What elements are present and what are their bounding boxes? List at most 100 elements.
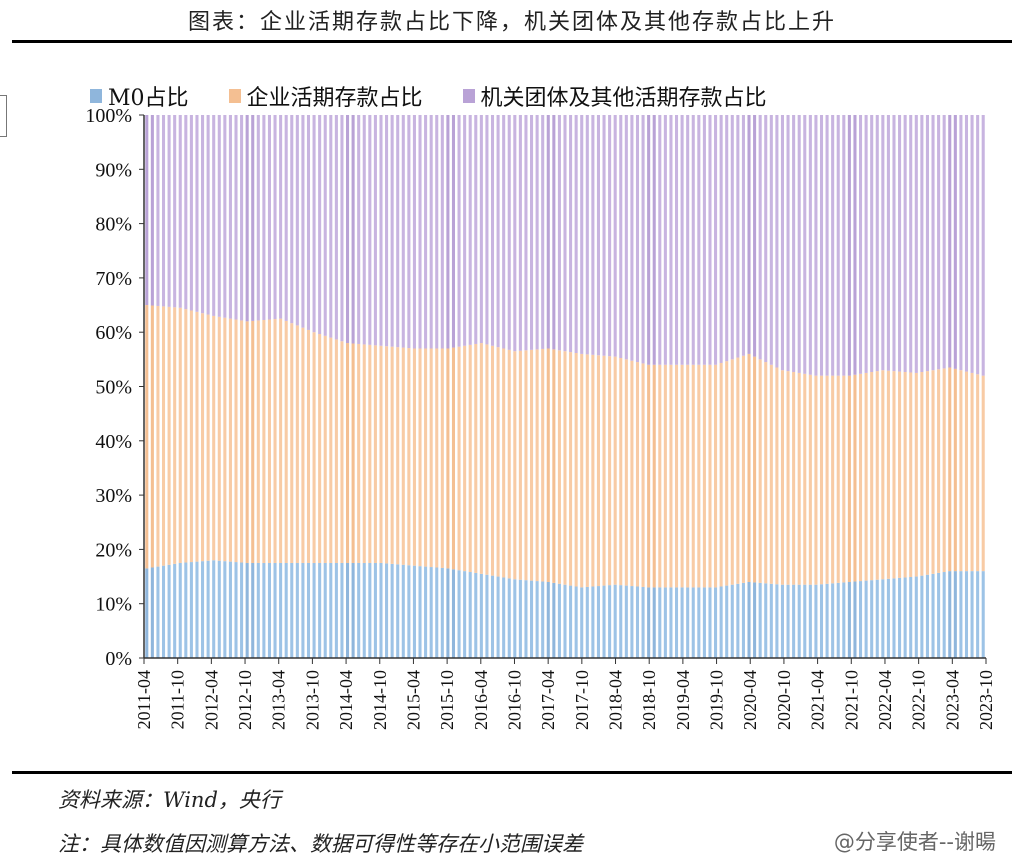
bar-enterprise <box>624 359 628 586</box>
bar-org <box>424 115 428 349</box>
bar-org <box>825 115 829 376</box>
bar-org <box>345 115 350 344</box>
bar-org <box>184 115 188 310</box>
bar-m0 <box>440 567 444 658</box>
bar-m0 <box>803 584 807 658</box>
bar-enterprise <box>686 364 690 588</box>
bar-enterprise <box>150 305 154 568</box>
bar-enterprise <box>953 368 957 572</box>
bar-m0 <box>914 576 918 658</box>
bar-m0 <box>898 577 902 658</box>
bar-m0 <box>663 587 667 658</box>
bar-enterprise <box>764 362 768 584</box>
bar-enterprise <box>535 349 539 582</box>
bar-m0 <box>557 583 561 658</box>
bar-enterprise <box>502 348 506 578</box>
bar-enterprise <box>909 372 913 578</box>
bar-org <box>195 115 199 312</box>
bar-enterprise <box>184 309 188 563</box>
bar-org <box>870 115 874 373</box>
x-tick-label: 2012-10 <box>235 670 255 730</box>
bar-org <box>920 115 924 373</box>
bar-org <box>819 115 824 376</box>
bar-m0 <box>569 585 573 658</box>
bar-enterprise <box>318 334 322 563</box>
bar-m0 <box>853 581 857 658</box>
bar-org <box>546 115 550 349</box>
bar-enterprise <box>680 364 684 588</box>
note-text: 注：具体数值因测算方法、数据可得性等存在小范围误差 <box>58 832 583 856</box>
bar-org <box>340 115 344 342</box>
bar-enterprise <box>373 345 377 563</box>
bar-m0 <box>708 587 712 658</box>
bar-org <box>942 115 946 369</box>
bar-enterprise <box>769 364 773 584</box>
y-tick-label: 50% <box>95 377 132 399</box>
bar-enterprise <box>619 357 623 586</box>
bar-m0 <box>340 562 344 658</box>
bar-enterprise <box>546 348 550 582</box>
bar-org <box>429 115 433 349</box>
bar-org <box>256 115 260 321</box>
bar-enterprise <box>379 345 383 563</box>
bar-enterprise <box>831 375 835 584</box>
bar-org <box>290 115 294 324</box>
bar-enterprise <box>808 374 812 585</box>
bar-m0 <box>429 567 433 658</box>
bar-m0 <box>937 572 941 658</box>
bar-m0 <box>217 560 221 658</box>
bar-m0 <box>870 580 874 658</box>
bar-org <box>463 115 467 346</box>
x-tick-label: 2011-04 <box>134 670 154 729</box>
bar-org <box>161 115 166 307</box>
bar-enterprise <box>736 357 740 584</box>
bar-m0 <box>881 579 885 658</box>
bar-m0 <box>736 583 740 658</box>
y-tick-label: 70% <box>95 268 132 290</box>
bar-org <box>245 115 249 322</box>
bar-org <box>613 115 617 357</box>
bar-m0 <box>669 587 673 658</box>
bar-enterprise <box>976 374 980 572</box>
bar-org <box>780 115 785 371</box>
bar-org <box>496 115 500 348</box>
bar-org <box>674 115 679 365</box>
bar-enterprise <box>591 354 595 587</box>
bar-enterprise <box>859 373 863 582</box>
bar-m0 <box>524 580 528 658</box>
bar-enterprise <box>563 351 567 585</box>
bar-org <box>541 115 545 349</box>
bar-org <box>435 115 439 349</box>
bar-enterprise <box>725 361 729 586</box>
bar-org <box>329 115 333 338</box>
stacked-bar-chart: 0% 10% 20% 30% 40% 50% 60% 70% 80% 90% 100% 2011-04… <box>85 105 996 730</box>
bar-org <box>903 115 907 373</box>
bar-org <box>881 115 885 371</box>
bar-enterprise <box>201 313 205 562</box>
bar-org <box>886 115 890 371</box>
bar-m0 <box>730 584 734 658</box>
bar-m0 <box>652 587 656 658</box>
bar-enterprise <box>412 348 416 566</box>
bar-org <box>150 115 154 306</box>
bar-org <box>669 115 673 365</box>
bar-enterprise <box>368 344 372 563</box>
bar-enterprise <box>658 364 662 588</box>
bar-enterprise <box>574 353 578 587</box>
y-tick-label: 0% <box>105 648 132 670</box>
bar-m0 <box>318 562 322 658</box>
bar-enterprise <box>920 372 924 576</box>
bar-enterprise <box>786 371 790 585</box>
bar-m0 <box>262 562 266 658</box>
bar-org <box>279 115 283 319</box>
bar-m0 <box>446 568 450 658</box>
bar-enterprise <box>663 364 667 588</box>
bar-enterprise <box>217 316 221 561</box>
bar-org <box>619 115 623 358</box>
bar-enterprise <box>758 359 762 583</box>
bar-enterprise <box>351 343 355 563</box>
bar-m0 <box>591 586 595 658</box>
bar-org <box>758 115 762 360</box>
bar-enterprise <box>245 321 249 563</box>
bar-org <box>390 115 394 347</box>
